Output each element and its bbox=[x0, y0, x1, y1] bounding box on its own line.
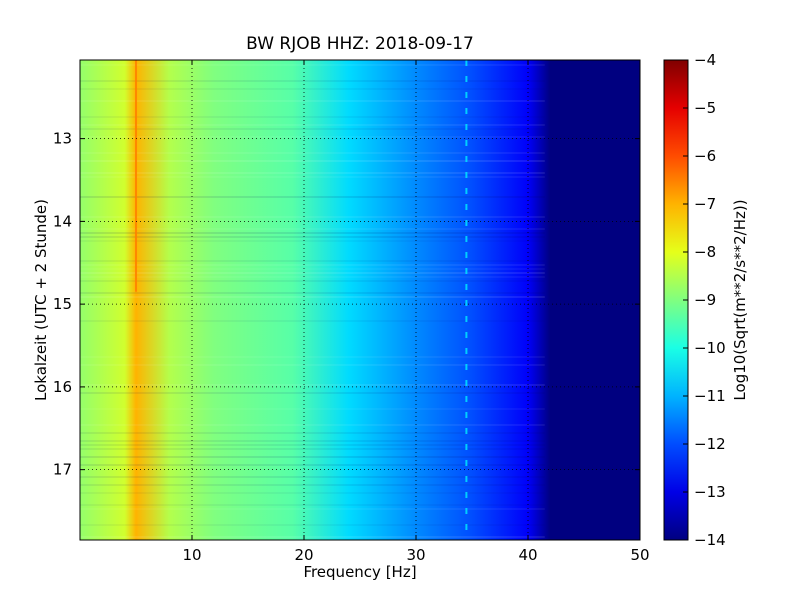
time-stripe bbox=[80, 100, 545, 102]
time-stripe bbox=[80, 128, 545, 130]
colorbar-ticks: −4 −5 −6 −7 −8 −9 −10 −11 −12 −13 −14 bbox=[683, 51, 726, 549]
time-stripe bbox=[80, 80, 545, 82]
y-axis-ticks: 13 14 15 16 17 bbox=[53, 130, 640, 479]
time-stripes bbox=[80, 64, 545, 538]
time-stripe bbox=[80, 124, 545, 126]
time-stripe bbox=[80, 504, 545, 506]
time-stripe bbox=[80, 392, 545, 394]
colorbar-tick-label: −12 bbox=[694, 435, 726, 453]
spectrogram-background bbox=[80, 60, 640, 540]
colorbar-tick-label: −11 bbox=[694, 387, 726, 405]
colorbar-tick-label: −10 bbox=[694, 339, 726, 357]
chart-title: BW RJOB HHZ: 2018-09-17 bbox=[246, 34, 474, 54]
colorbar-tick-label: −6 bbox=[694, 147, 716, 165]
colorbar-tick-label: −9 bbox=[694, 291, 716, 309]
time-stripe bbox=[80, 364, 545, 366]
time-stripe bbox=[80, 176, 545, 178]
time-stripe bbox=[80, 476, 545, 478]
x-axis-ticks: 10 20 30 40 50 bbox=[182, 60, 650, 564]
time-stripe bbox=[80, 116, 545, 118]
x-tick-label: 40 bbox=[518, 546, 537, 564]
x-tick-label: 10 bbox=[182, 546, 201, 564]
time-stripe bbox=[80, 152, 545, 154]
colorbar-tick-label: −8 bbox=[694, 243, 716, 261]
time-stripe bbox=[80, 320, 545, 322]
time-stripe bbox=[80, 268, 545, 270]
colorbar-tick-label: −5 bbox=[694, 99, 716, 117]
colorbar-tick-label: −14 bbox=[694, 531, 726, 549]
time-stripe bbox=[80, 432, 545, 434]
time-stripe bbox=[80, 456, 545, 458]
time-stripe bbox=[80, 536, 545, 538]
time-stripe bbox=[80, 236, 545, 238]
time-stripe bbox=[80, 424, 545, 426]
time-stripe bbox=[80, 272, 545, 274]
time-stripe bbox=[80, 240, 545, 242]
time-stripe bbox=[80, 172, 545, 174]
time-stripe bbox=[80, 408, 545, 410]
time-stripe bbox=[80, 280, 545, 282]
plot-frame bbox=[79, 59, 641, 541]
y-tick-label: 17 bbox=[53, 461, 72, 479]
colorbar-label: Log10(Sqrt(m**2/s**2/Hz)) bbox=[731, 199, 749, 400]
time-stripe bbox=[80, 260, 545, 262]
time-stripe bbox=[80, 216, 545, 218]
time-stripe bbox=[80, 88, 545, 90]
time-stripe bbox=[80, 296, 545, 298]
time-stripe bbox=[80, 232, 545, 234]
y-axis-label: Lokalzeit (UTC + 2 Stunde) bbox=[32, 199, 50, 401]
y-tick-label: 16 bbox=[53, 378, 72, 396]
time-stripe bbox=[80, 160, 545, 162]
x-tick-label: 50 bbox=[630, 546, 649, 564]
time-stripe bbox=[80, 264, 545, 266]
y-tick-label: 13 bbox=[53, 130, 72, 148]
plot-area bbox=[80, 60, 640, 540]
time-stripe bbox=[80, 440, 545, 442]
time-stripe bbox=[80, 136, 545, 138]
time-stripe bbox=[80, 508, 545, 510]
y-tick-label: 15 bbox=[53, 295, 72, 313]
y-tick-label: 14 bbox=[53, 212, 72, 230]
colorbar-tick-label: −4 bbox=[694, 51, 716, 69]
time-stripe bbox=[80, 228, 545, 230]
x-tick-label: 20 bbox=[294, 546, 313, 564]
time-stripe bbox=[80, 276, 545, 278]
time-stripe bbox=[80, 444, 545, 446]
colorbar-tick-label: −13 bbox=[694, 483, 726, 501]
time-stripe bbox=[80, 484, 545, 486]
x-axis-label: Frequency [Hz] bbox=[303, 563, 416, 581]
time-stripe bbox=[80, 356, 545, 358]
x-tick-label: 30 bbox=[406, 546, 425, 564]
time-stripe bbox=[80, 384, 545, 386]
time-stripe bbox=[80, 448, 545, 450]
time-stripe bbox=[80, 64, 545, 66]
time-stripe bbox=[80, 292, 545, 294]
time-stripe bbox=[80, 464, 545, 466]
colorbar-tick-label: −7 bbox=[694, 195, 716, 213]
spectral-features bbox=[135, 60, 468, 540]
time-stripe bbox=[80, 524, 545, 526]
time-stripe bbox=[80, 196, 545, 198]
time-stripe bbox=[80, 492, 545, 494]
grid-lines bbox=[80, 60, 640, 540]
